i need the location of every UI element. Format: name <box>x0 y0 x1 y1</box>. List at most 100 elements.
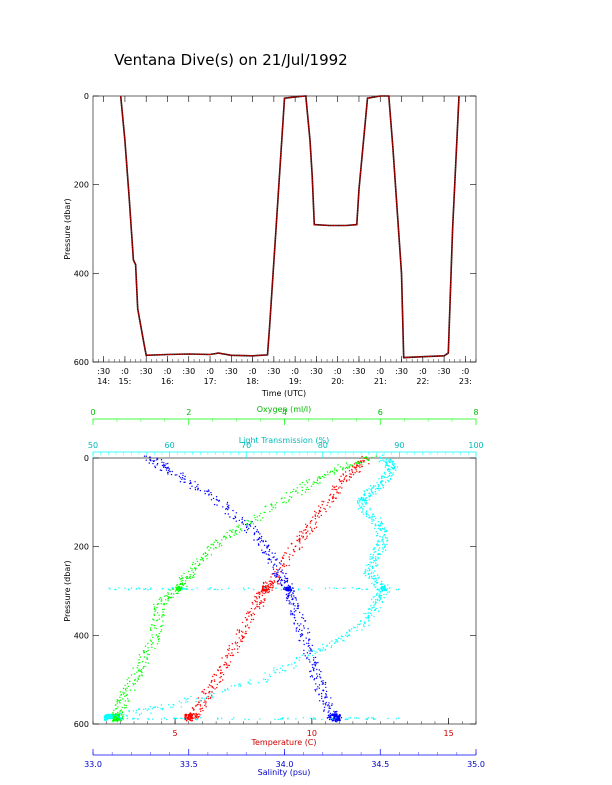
profile-data-point <box>147 642 149 645</box>
profile-data-point <box>369 558 371 560</box>
profile-data-point <box>321 504 323 506</box>
profile-data-point <box>332 485 334 487</box>
light-transit-point <box>114 717 117 719</box>
profile-data-point <box>247 682 249 684</box>
profile-data-point <box>377 527 379 530</box>
profile-data-point <box>386 543 388 546</box>
light-transit-point <box>108 587 110 589</box>
profile-data-point <box>370 517 372 519</box>
profile-data-point <box>328 707 331 709</box>
profile-data-point <box>272 582 274 585</box>
profile-data-point <box>149 627 152 629</box>
profile-data-point <box>181 477 184 479</box>
profile-data-point <box>119 710 122 712</box>
profile-data-point <box>379 553 381 555</box>
profile-data-point <box>363 625 365 628</box>
profile-data-point <box>234 641 237 643</box>
profile-data-point <box>292 554 294 557</box>
profile-data-point <box>307 632 309 634</box>
profile-data-point <box>365 510 368 512</box>
profile-data-point <box>154 465 156 467</box>
profile-data-point <box>348 467 350 469</box>
profile-data-point <box>365 575 367 577</box>
profile-data-point <box>157 635 159 638</box>
profile-data-point <box>274 504 276 506</box>
light-transit-point <box>109 588 111 590</box>
profile-data-point <box>261 592 264 594</box>
profile-data-point <box>194 715 197 717</box>
profile-data-point <box>296 539 298 542</box>
profile-data-point <box>313 678 316 680</box>
profile-data-point <box>168 469 170 472</box>
profile-mid-point <box>383 587 386 589</box>
profile-data-point <box>303 649 305 652</box>
profile-data-point <box>257 593 259 595</box>
profile-data-point <box>172 596 174 598</box>
profile-data-point <box>307 645 309 647</box>
profile-data-point <box>292 604 294 606</box>
profile-data-point <box>390 461 392 463</box>
profile-data-point <box>283 586 286 588</box>
profile-axis-tick-label: 34.0 <box>276 760 294 769</box>
profile-data-point <box>367 617 369 620</box>
profile-data-point <box>379 535 381 538</box>
profile-data-point <box>314 523 317 525</box>
profile-data-point <box>387 584 389 586</box>
profile-axis-tick-label: 34.5 <box>371 760 389 769</box>
profile-data-point <box>377 553 379 556</box>
profile-data-point <box>254 599 256 602</box>
profile-axis-tick-label: 80 <box>318 441 328 450</box>
profile-data-point <box>264 511 266 514</box>
light-transit-point <box>388 587 391 589</box>
profile-data-point <box>355 464 358 466</box>
profile-data-point <box>189 574 191 576</box>
profile-data-point <box>158 638 160 640</box>
profile-data-point <box>314 650 316 652</box>
profile-data-point <box>370 488 373 490</box>
light-transit-point <box>297 588 300 590</box>
profile-data-point <box>189 577 191 579</box>
profile-data-point <box>274 571 276 573</box>
pressure-series-shadow <box>119 95 460 359</box>
profile-data-point <box>343 478 345 481</box>
profile-y-tick-label: 400 <box>74 631 89 640</box>
profile-data-point <box>150 643 153 646</box>
profile-data-point <box>314 652 316 655</box>
light-transit-point <box>302 717 305 719</box>
profile-data-point <box>294 619 297 622</box>
profile-data-point <box>212 543 214 545</box>
profile-data-point <box>369 608 371 610</box>
profile-data-point <box>288 556 290 558</box>
profile-data-point <box>267 679 269 681</box>
profile-bottom-point <box>104 715 107 718</box>
profile-data-point <box>312 481 315 483</box>
profile-data-point <box>228 653 230 655</box>
time-x-tick-minute-label: :30 <box>267 367 280 376</box>
profile-data-point <box>132 682 134 685</box>
profile-data-point <box>198 701 200 704</box>
profile-data-point <box>266 547 268 549</box>
profile-data-point <box>381 601 384 603</box>
light-transit-point <box>175 717 177 720</box>
profile-data-point <box>322 703 324 705</box>
profile-data-point <box>293 623 295 625</box>
profile-data-point <box>371 518 373 520</box>
profile-data-point <box>320 692 323 695</box>
profile-data-point <box>377 539 379 542</box>
profile-data-point <box>298 540 300 542</box>
profile-data-point <box>349 464 352 466</box>
light-transit-point <box>210 587 212 589</box>
profile-axis-tick-label: 5 <box>173 729 178 738</box>
profile-data-point <box>125 706 127 709</box>
profile-data-point <box>257 682 260 684</box>
profile-data-point <box>199 704 201 706</box>
profile-data-point <box>277 576 279 578</box>
time-x-axis-label: Time (UTC) <box>261 389 306 398</box>
profile-data-point <box>256 606 259 608</box>
profile-bottom-point <box>106 717 109 720</box>
profile-data-point <box>323 507 325 510</box>
profile-data-point <box>299 611 301 614</box>
time-x-tick-minute-label: :0 <box>419 367 427 376</box>
